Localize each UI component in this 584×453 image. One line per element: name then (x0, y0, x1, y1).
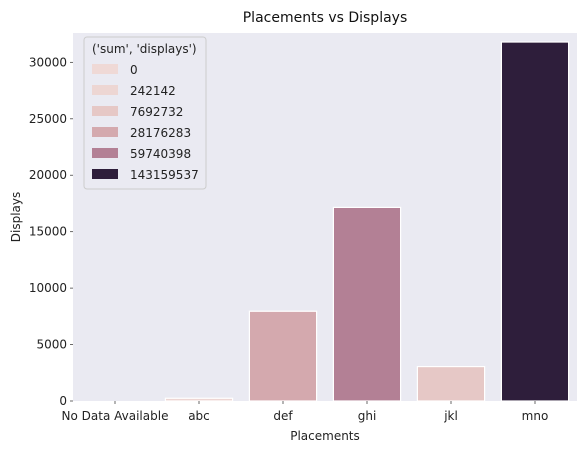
bars-group (164, 41, 570, 402)
chart-title: Placements vs Displays (243, 10, 408, 26)
legend-swatch (92, 64, 118, 74)
y-tick-label: 10000 (29, 281, 67, 295)
y-tick-label: 5000 (36, 338, 67, 352)
legend-entry-label: 28176283 (130, 126, 191, 140)
legend-title: ('sum', 'displays') (92, 42, 197, 56)
legend-swatch (92, 85, 118, 95)
legend-entry-label: 242142 (130, 84, 176, 98)
y-tick-label: 15000 (29, 225, 67, 239)
bar-abc (164, 397, 234, 402)
x-axis: No Data Available abc def ghi jkl mno (62, 401, 549, 423)
y-tick-label: 20000 (29, 168, 67, 182)
legend-swatch (92, 106, 118, 116)
y-tick-label: 25000 (29, 112, 67, 126)
x-tick-label: def (273, 409, 293, 423)
x-tick-label: jkl (443, 409, 458, 423)
legend-swatch (92, 148, 118, 158)
x-axis-label: Placements (290, 429, 360, 443)
legend: ('sum', 'displays') 0 242142 7692732 281762… (83, 36, 207, 190)
x-tick-label: ghi (358, 409, 377, 423)
bar-ghi (332, 206, 402, 402)
legend-swatch (92, 127, 118, 137)
x-tick-label: No Data Available (62, 409, 169, 423)
bar-jkl (416, 365, 486, 402)
y-tick-label: 30000 (29, 55, 67, 69)
legend-entry-label: 143159537 (130, 168, 199, 182)
x-tick-label: abc (188, 409, 210, 423)
y-tick-label: 0 (59, 394, 67, 408)
y-axis: 0 5000 10000 15000 20000 25000 30000 (29, 55, 73, 408)
bar-mno (500, 41, 570, 402)
legend-entry-label: 0 (130, 63, 138, 77)
legend-entry-label: 59740398 (130, 147, 191, 161)
bar-def (248, 310, 318, 402)
x-tick-label: mno (522, 409, 549, 423)
legend-entry-label: 7692732 (130, 105, 183, 119)
y-axis-label: Displays (9, 192, 23, 242)
legend-swatch (92, 169, 118, 179)
